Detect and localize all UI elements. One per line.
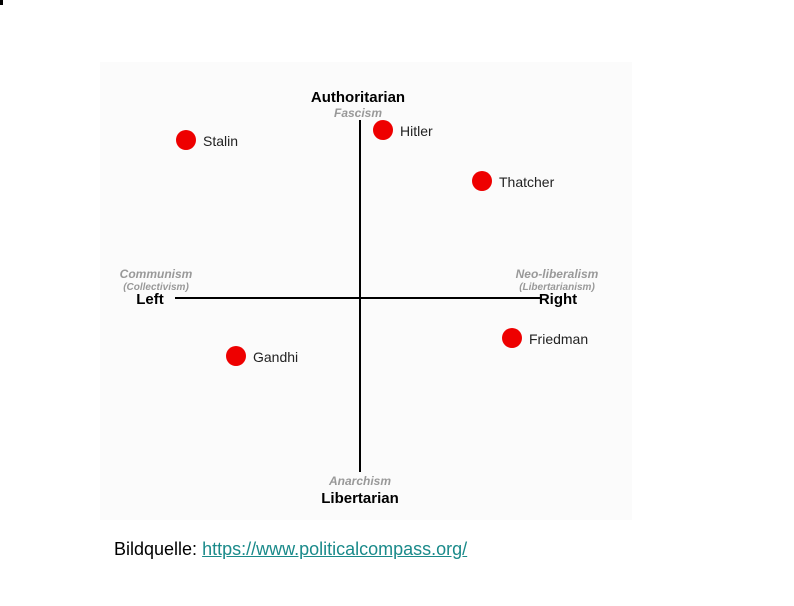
point-label: Thatcher bbox=[499, 174, 555, 190]
right-label: Right bbox=[539, 291, 577, 308]
left-subnote: (Collectivism) bbox=[123, 282, 189, 293]
caption: Bildquelle: https://www.politicalcompass… bbox=[114, 539, 467, 560]
source-link[interactable]: https://www.politicalcompass.org/ bbox=[202, 539, 468, 559]
point bbox=[176, 130, 196, 150]
point bbox=[373, 120, 393, 140]
point-label: Friedman bbox=[529, 331, 588, 347]
bottom-note: Anarchism bbox=[328, 474, 391, 488]
point bbox=[226, 346, 246, 366]
right-subnote: (Libertarianism) bbox=[519, 282, 595, 293]
top-label: Authoritarian bbox=[311, 89, 405, 106]
bottom-label: Libertarian bbox=[321, 490, 399, 507]
left-label: Left bbox=[136, 291, 164, 308]
point-label: Gandhi bbox=[253, 349, 298, 365]
point-label: Stalin bbox=[203, 133, 238, 149]
corner-mark bbox=[0, 0, 3, 5]
point bbox=[502, 328, 522, 348]
caption-label: Bildquelle: bbox=[114, 539, 198, 559]
right-note: Neo-liberalism bbox=[516, 267, 599, 281]
point-label: Hitler bbox=[400, 123, 433, 139]
top-note: Fascism bbox=[334, 106, 382, 120]
left-note: Communism bbox=[120, 267, 193, 281]
point bbox=[472, 171, 492, 191]
